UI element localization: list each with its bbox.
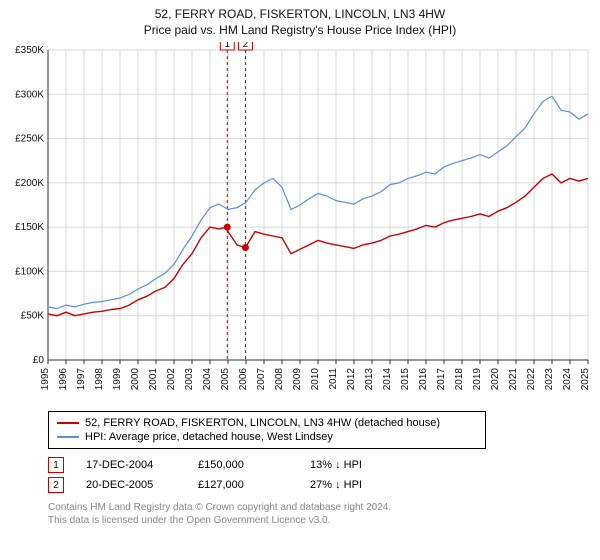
svg-text:1995: 1995 [40, 368, 51, 391]
legend-label: 52, FERRY ROAD, FISKERTON, LINCOLN, LN3 … [85, 417, 440, 429]
record-price: £150,000 [198, 459, 288, 471]
svg-text:£0: £0 [33, 355, 45, 366]
svg-text:2005: 2005 [220, 368, 231, 391]
title-line-1: 52, FERRY ROAD, FISKERTON, LINCOLN, LN3 … [6, 6, 594, 22]
record-marker: 2 [48, 477, 64, 493]
chart-svg: £0 £50K £100K £150K £200K £250K £300K £350K 1995… [6, 42, 594, 400]
svg-text:2025: 2025 [580, 368, 591, 391]
sale-records: 1 17-DEC-2004 £150,000 13% ↓ HPI 2 20-DE… [48, 455, 594, 495]
svg-text:2002: 2002 [166, 368, 177, 391]
svg-text:2022: 2022 [526, 368, 537, 391]
svg-text:1998: 1998 [94, 368, 105, 391]
svg-text:2017: 2017 [436, 368, 447, 391]
record-delta: 13% ↓ HPI [310, 459, 400, 471]
svg-text:2013: 2013 [364, 368, 375, 391]
chart-container: 52, FERRY ROAD, FISKERTON, LINCOLN, LN3 … [0, 0, 600, 533]
svg-text:£100K: £100K [15, 267, 44, 278]
sale-record: 2 20-DEC-2005 £127,000 27% ↓ HPI [48, 475, 594, 495]
record-marker: 1 [48, 457, 64, 473]
footer-line-2: This data is licensed under the Open Gov… [48, 514, 594, 527]
chart: £0 £50K £100K £150K £200K £250K £300K £350K 1995… [6, 42, 594, 405]
svg-text:2001: 2001 [148, 368, 159, 391]
svg-text:£150K: £150K [15, 223, 44, 234]
legend-item: 52, FERRY ROAD, FISKERTON, LINCOLN, LN3 … [57, 416, 477, 430]
svg-text:£300K: £300K [15, 90, 44, 101]
legend-swatch [57, 436, 79, 438]
svg-text:£200K: £200K [15, 178, 44, 189]
svg-text:2020: 2020 [490, 368, 501, 391]
svg-text:1997: 1997 [76, 368, 87, 391]
svg-text:2010: 2010 [310, 368, 321, 391]
svg-text:2024: 2024 [562, 368, 573, 391]
record-price: £127,000 [198, 479, 288, 491]
svg-text:2: 2 [243, 42, 249, 50]
svg-text:2018: 2018 [454, 368, 465, 391]
record-delta: 27% ↓ HPI [310, 479, 400, 491]
footer-line-1: Contains HM Land Registry data © Crown c… [48, 501, 594, 514]
svg-text:2004: 2004 [202, 368, 213, 391]
svg-text:2021: 2021 [508, 368, 519, 391]
svg-text:1996: 1996 [58, 368, 69, 391]
svg-text:£250K: £250K [15, 134, 44, 145]
legend-label: HPI: Average price, detached house, West… [85, 431, 333, 443]
svg-text:2012: 2012 [346, 368, 357, 391]
record-date: 20-DEC-2005 [86, 479, 176, 491]
svg-text:2019: 2019 [472, 368, 483, 391]
svg-text:£350K: £350K [15, 45, 44, 56]
svg-text:2011: 2011 [328, 368, 339, 390]
svg-text:2023: 2023 [544, 368, 555, 391]
svg-text:2009: 2009 [292, 368, 303, 391]
svg-text:2000: 2000 [130, 368, 141, 391]
svg-text:£50K: £50K [21, 311, 45, 322]
svg-text:2003: 2003 [184, 368, 195, 391]
svg-text:1: 1 [224, 42, 230, 50]
sale-record: 1 17-DEC-2004 £150,000 13% ↓ HPI [48, 455, 594, 475]
record-date: 17-DEC-2004 [86, 459, 176, 471]
svg-text:2007: 2007 [256, 368, 267, 391]
title-line-2: Price paid vs. HM Land Registry's House … [6, 22, 594, 38]
legend: 52, FERRY ROAD, FISKERTON, LINCOLN, LN3 … [48, 411, 486, 449]
legend-swatch [57, 422, 79, 424]
svg-text:2006: 2006 [238, 368, 249, 391]
svg-text:2014: 2014 [382, 368, 393, 391]
svg-text:2016: 2016 [418, 368, 429, 391]
legend-item: HPI: Average price, detached house, West… [57, 430, 477, 444]
svg-text:1999: 1999 [112, 368, 123, 391]
title-block: 52, FERRY ROAD, FISKERTON, LINCOLN, LN3 … [6, 6, 594, 42]
svg-text:2015: 2015 [400, 368, 411, 391]
svg-text:2008: 2008 [274, 368, 285, 391]
footer: Contains HM Land Registry data © Crown c… [48, 501, 594, 527]
